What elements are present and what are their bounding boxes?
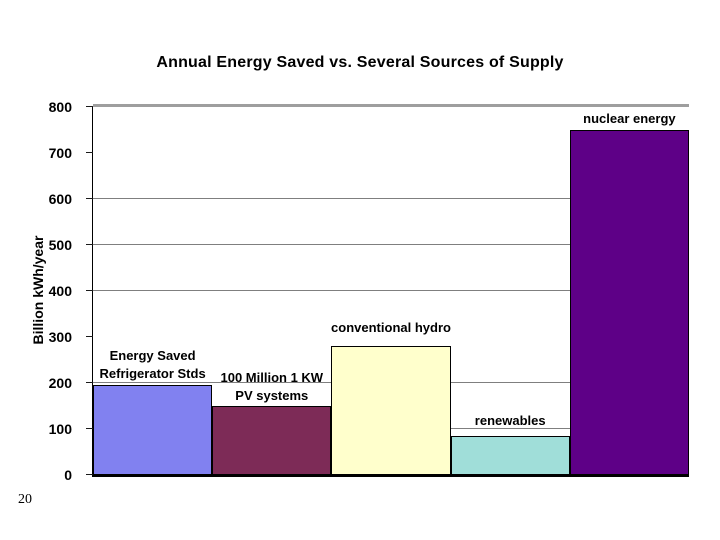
y-tick-mark-100 xyxy=(86,428,93,429)
bar-renewables xyxy=(450,435,570,475)
bar-label-100-million-1-kw-pv-systems: 100 Million 1 KW PV systems xyxy=(221,369,324,405)
chart-title: Annual Energy Saved vs. Several Sources … xyxy=(156,54,564,71)
bar-label-line: Refrigerator Stds xyxy=(99,366,206,382)
y-tick-label-700: 700 xyxy=(48,145,72,161)
bar-energy-saved-refrigerator-stds xyxy=(93,385,213,475)
bar-label-renewables: renewables xyxy=(475,412,546,430)
bar-label-line: 100 Million 1 KW xyxy=(220,370,324,385)
bar-label-conventional-hydro: conventional hydro xyxy=(331,319,451,337)
bar-label-energy-saved-refrigerator-stds: Energy Saved Refrigerator Stds xyxy=(99,347,205,383)
y-tick-label-400: 400 xyxy=(48,283,72,299)
bar-label-line: conventional hydro xyxy=(331,320,451,336)
y-tick-mark-400 xyxy=(86,290,93,291)
bar-conventional-hydro xyxy=(331,346,451,475)
y-tick-mark-600 xyxy=(86,198,93,199)
y-tick-label-200: 200 xyxy=(48,375,72,391)
bar-100-million-1-kw-pv-systems xyxy=(212,406,332,475)
bar-label-line: nuclear energy xyxy=(583,111,676,126)
bar-label-line: PV systems xyxy=(235,388,309,403)
y-tick-mark-700 xyxy=(86,152,93,153)
y-tick-mark-200 xyxy=(86,382,93,383)
bar-label-nuclear-energy: nuclear energy xyxy=(583,110,676,128)
bar-nuclear-energy xyxy=(569,130,689,475)
y-tick-mark-500 xyxy=(86,244,93,245)
y-tick-mark-300 xyxy=(86,336,93,337)
y-tick-label-500: 500 xyxy=(48,237,72,253)
gridline-600 xyxy=(93,198,689,199)
gridline-top-800 xyxy=(93,104,689,107)
y-tick-label-0: 0 xyxy=(64,467,72,483)
page-number: 20 xyxy=(18,492,32,507)
gridline-500 xyxy=(93,244,689,245)
bar-label-line: Energy Saved xyxy=(109,348,196,364)
plot-area: Energy Saved Refrigerator Stds 100 Million… xyxy=(86,104,689,477)
y-tick-label-600: 600 xyxy=(48,191,72,207)
y-tick-label-100: 100 xyxy=(48,421,72,437)
gridline-400 xyxy=(93,290,689,291)
y-tick-mark-800 xyxy=(86,106,93,107)
y-tick-mark-0 xyxy=(86,474,93,475)
y-tick-label-300: 300 xyxy=(48,329,72,345)
bar-label-line: renewables xyxy=(474,412,546,428)
y-axis-tick-labels: 0 100 200 300 400 500 600 700 800 xyxy=(0,99,82,483)
y-tick-label-800: 800 xyxy=(48,99,72,115)
